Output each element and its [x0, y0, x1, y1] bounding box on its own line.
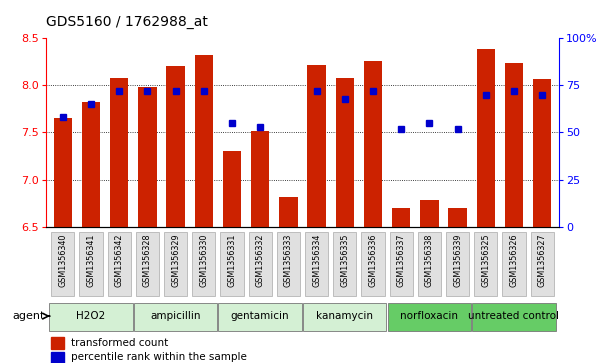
FancyBboxPatch shape [446, 232, 469, 296]
Bar [335, 78, 354, 227]
FancyBboxPatch shape [192, 232, 215, 296]
Bar [448, 208, 467, 227]
Text: GSM1356337: GSM1356337 [397, 234, 406, 287]
Text: GSM1356342: GSM1356342 [115, 234, 123, 287]
Text: GSM1356334: GSM1356334 [312, 234, 321, 287]
Text: GSM1356341: GSM1356341 [86, 234, 95, 287]
Bar [51, 351, 64, 363]
Text: GDS5160 / 1762988_at: GDS5160 / 1762988_at [46, 15, 208, 29]
FancyBboxPatch shape [387, 302, 471, 331]
Text: GSM1356325: GSM1356325 [481, 234, 490, 287]
Bar [477, 49, 495, 227]
Text: GSM1356331: GSM1356331 [227, 234, 236, 287]
Bar [420, 200, 439, 227]
Text: norfloxacin: norfloxacin [400, 311, 458, 321]
Bar [223, 151, 241, 227]
Text: transformed count: transformed count [71, 338, 169, 348]
FancyBboxPatch shape [79, 232, 103, 296]
Text: GSM1356328: GSM1356328 [143, 234, 152, 287]
Bar [54, 118, 72, 227]
Text: GSM1356333: GSM1356333 [284, 234, 293, 287]
FancyBboxPatch shape [164, 232, 187, 296]
Bar [51, 337, 64, 349]
Bar [364, 61, 382, 227]
Bar [251, 131, 269, 227]
Text: untreated control: untreated control [469, 311, 560, 321]
Text: GSM1356330: GSM1356330 [199, 234, 208, 287]
Text: GSM1356340: GSM1356340 [58, 234, 67, 287]
Text: GSM1356326: GSM1356326 [510, 234, 519, 287]
Text: GSM1356336: GSM1356336 [368, 234, 378, 287]
Text: agent: agent [12, 311, 45, 321]
Text: kanamycin: kanamycin [316, 311, 373, 321]
Text: H2O2: H2O2 [76, 311, 106, 321]
Bar [82, 102, 100, 227]
Bar [279, 197, 298, 227]
Bar [138, 87, 156, 227]
FancyBboxPatch shape [361, 232, 384, 296]
Bar [392, 208, 411, 227]
Text: GSM1356332: GSM1356332 [255, 234, 265, 287]
Text: GSM1356339: GSM1356339 [453, 234, 462, 287]
FancyBboxPatch shape [474, 232, 497, 296]
Text: percentile rank within the sample: percentile rank within the sample [71, 352, 247, 362]
FancyBboxPatch shape [502, 232, 525, 296]
FancyBboxPatch shape [136, 232, 159, 296]
FancyBboxPatch shape [49, 302, 133, 331]
Text: GSM1356327: GSM1356327 [538, 234, 547, 287]
Bar [505, 63, 523, 227]
Bar [110, 78, 128, 227]
FancyBboxPatch shape [134, 302, 218, 331]
Text: gentamicin: gentamicin [231, 311, 290, 321]
Bar [166, 66, 185, 227]
FancyBboxPatch shape [218, 302, 302, 331]
FancyBboxPatch shape [221, 232, 244, 296]
FancyBboxPatch shape [472, 302, 555, 331]
FancyBboxPatch shape [333, 232, 356, 296]
FancyBboxPatch shape [51, 232, 75, 296]
Text: GSM1356335: GSM1356335 [340, 234, 349, 287]
FancyBboxPatch shape [303, 302, 387, 331]
Text: ampicillin: ampicillin [150, 311, 201, 321]
Bar [194, 55, 213, 227]
FancyBboxPatch shape [530, 232, 554, 296]
Text: GSM1356329: GSM1356329 [171, 234, 180, 287]
Bar [307, 65, 326, 227]
FancyBboxPatch shape [277, 232, 300, 296]
FancyBboxPatch shape [418, 232, 441, 296]
FancyBboxPatch shape [305, 232, 328, 296]
FancyBboxPatch shape [108, 232, 131, 296]
Bar [533, 79, 551, 227]
FancyBboxPatch shape [249, 232, 272, 296]
FancyBboxPatch shape [390, 232, 412, 296]
Text: GSM1356338: GSM1356338 [425, 234, 434, 287]
